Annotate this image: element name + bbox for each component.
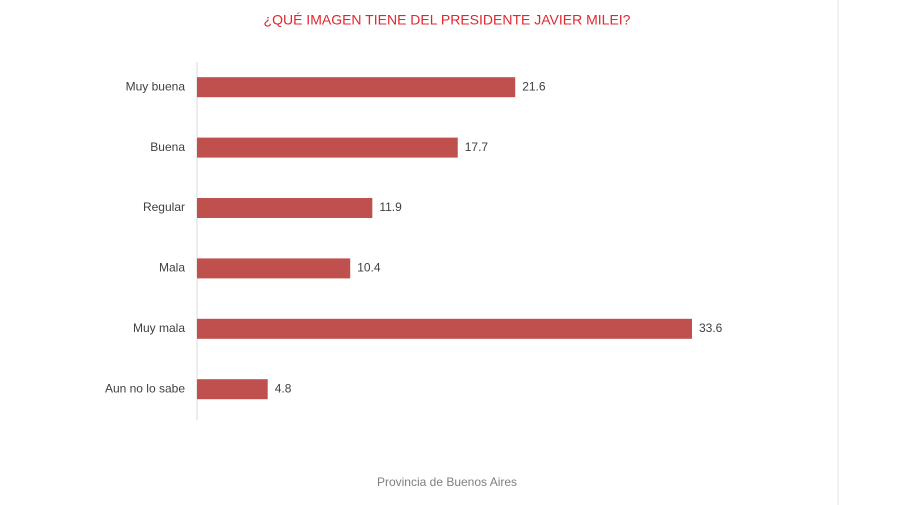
bar	[197, 137, 458, 158]
bar	[197, 258, 351, 279]
y-tick-label: Muy mala	[133, 321, 185, 335]
data-label: 21.6	[522, 79, 546, 93]
y-tick-label: Muy buena	[126, 79, 186, 93]
y-tick-label: Aun no lo sabe	[105, 381, 185, 395]
y-tick-label: Buena	[150, 140, 185, 154]
data-label: 4.8	[275, 381, 292, 395]
data-label: 33.6	[699, 321, 723, 335]
bar	[197, 379, 268, 400]
chart-caption: Provincia de Buenos Aires	[377, 475, 517, 489]
data-label: 17.7	[465, 140, 489, 154]
bar	[197, 77, 516, 98]
bar	[197, 198, 373, 218]
y-tick-label: Mala	[159, 261, 185, 275]
y-tick-label: Regular	[143, 200, 185, 214]
data-label: 10.4	[357, 261, 381, 275]
chart-title: ¿QUÉ IMAGEN TIENE DEL PRESIDENTE JAVIER …	[264, 12, 631, 28]
bar	[197, 318, 692, 339]
data-label: 11.9	[379, 200, 402, 214]
